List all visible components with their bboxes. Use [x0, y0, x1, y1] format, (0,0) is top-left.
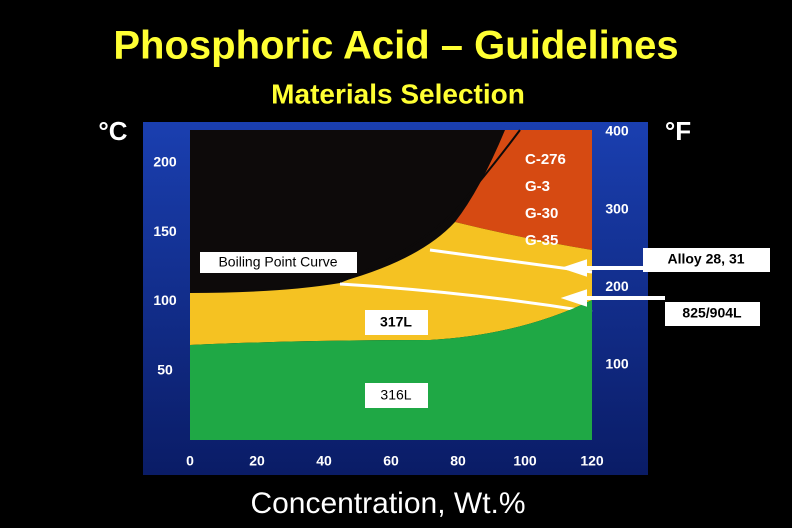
label-box [365, 383, 428, 408]
x-tick-label: 60 [383, 453, 399, 469]
right-tick-label: 100 [605, 356, 629, 372]
zone-316-label: 316L [380, 387, 411, 403]
zone-317-label: 317L [380, 314, 412, 330]
arrow [560, 259, 643, 277]
region-orange [455, 130, 592, 250]
subtitle: Materials Selection [271, 78, 525, 109]
title: Phosphoric Acid – Guidelines [113, 24, 678, 68]
x-tick-label: 80 [450, 453, 466, 469]
right-tick-label: 300 [605, 200, 629, 216]
x-tick-label: 20 [249, 453, 265, 469]
callout-box [665, 302, 760, 326]
x-tick-label: 40 [316, 453, 332, 469]
callout: Alloy 28, 31 [667, 251, 744, 267]
alloy-label: C-276 [525, 151, 566, 168]
x-axis-label: Concentration, Wt.% [250, 487, 525, 520]
axis-ticks: 0 20 40 60 80 100 120 50 100 150 200 100 200 300 400 [153, 123, 629, 469]
right-unit: °F [665, 116, 691, 146]
x-tick-label: 100 [513, 453, 537, 469]
alloy-list: C-276 G-3 G-30 G-35 [525, 151, 566, 249]
region-green [190, 300, 592, 440]
alloy-label: G-3 [525, 178, 550, 195]
callout: 825/904L [682, 305, 742, 321]
label-box [365, 310, 428, 335]
left-tick-label: 100 [153, 292, 177, 308]
boiling-curve [189, 129, 521, 293]
left-tick-label: 150 [153, 223, 177, 239]
region-yellow [190, 222, 592, 345]
right-tick-label: 200 [605, 278, 629, 294]
label-box [200, 252, 357, 273]
x-tick-label: 120 [580, 453, 604, 469]
x-tick-label: 0 [186, 453, 194, 469]
alloy-label: G-30 [525, 205, 558, 222]
alloy-label: G-35 [525, 232, 558, 249]
right-tick-label: 400 [605, 123, 629, 139]
left-tick-label: 200 [153, 154, 177, 170]
arrow [560, 289, 665, 307]
left-unit: °C [98, 116, 127, 146]
callout-box [643, 248, 770, 272]
boundary-line [339, 282, 593, 314]
left-tick-label: 50 [157, 361, 173, 377]
boiling-label: Boiling Point Curve [218, 254, 337, 270]
